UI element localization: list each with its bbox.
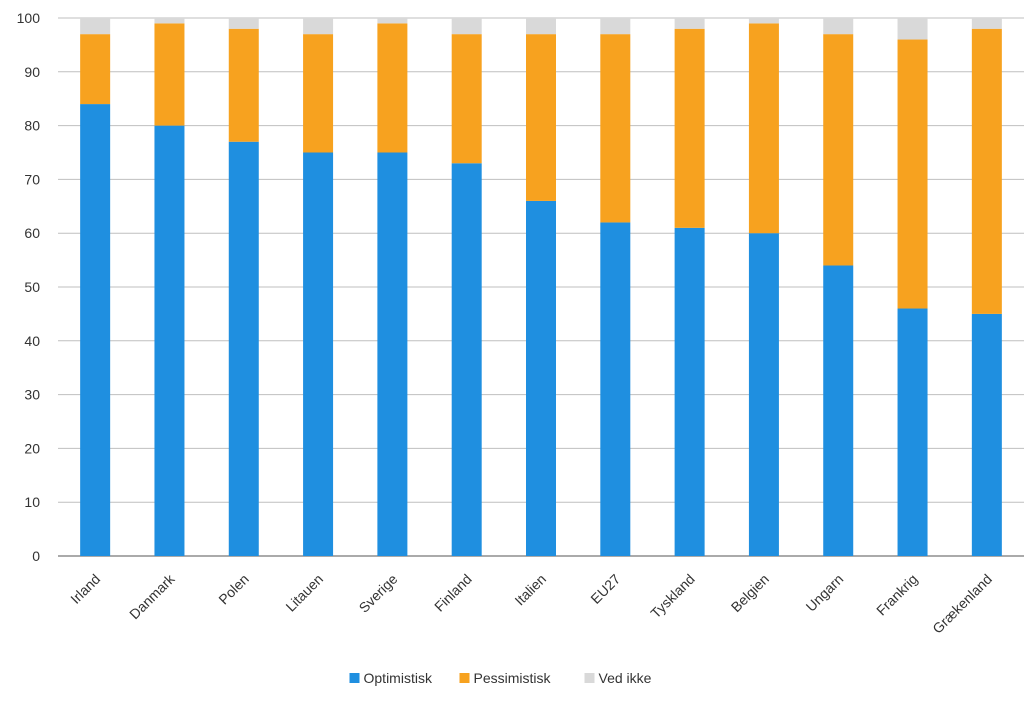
- bar-segment: [451, 163, 482, 556]
- bar-segment: [748, 23, 779, 234]
- bar-segment: [303, 152, 334, 556]
- y-tick-label: 10: [24, 494, 40, 510]
- legend: Optimistisk Pessimistisk Ved ikke: [349, 670, 652, 686]
- bar-segment: [748, 18, 779, 24]
- bar-segment: [154, 23, 185, 126]
- y-tick-label: 100: [17, 10, 41, 26]
- x-category-label: Irland: [67, 571, 103, 607]
- y-tick-label: 0: [32, 548, 40, 564]
- bar-segment: [80, 34, 111, 105]
- bar-segment: [600, 222, 631, 556]
- y-tick-label: 70: [24, 171, 40, 187]
- legend-label: Optimistisk: [364, 670, 433, 686]
- bar-segment: [600, 34, 631, 223]
- bar-segment: [823, 34, 854, 266]
- y-axis: 0 10 20 30 40 50 60 70 80 90 100: [17, 10, 41, 564]
- bar-segment: [154, 125, 185, 556]
- bar-segment: [526, 18, 556, 35]
- bar-segment: [451, 34, 482, 164]
- y-tick-label: 50: [24, 279, 40, 295]
- x-category-label: Polen: [215, 571, 252, 608]
- y-tick-label: 20: [24, 440, 40, 456]
- bar-segment: [897, 39, 928, 309]
- x-category-label: Tyskland: [647, 571, 697, 621]
- legend-label: Pessimistisk: [474, 670, 552, 686]
- y-tick-label: 90: [24, 64, 40, 80]
- legend-swatch: [584, 673, 595, 683]
- x-category-label: Italien: [511, 571, 549, 609]
- bar-segment: [451, 18, 482, 35]
- y-tick-label: 60: [24, 225, 40, 241]
- x-category-label: Ungarn: [803, 571, 847, 615]
- bar-segment: [971, 18, 1002, 29]
- bar-segment: [674, 18, 705, 29]
- bar-segment: [228, 28, 259, 142]
- bar-segment: [971, 28, 1002, 314]
- bar-segment: [674, 28, 705, 228]
- bar-segment: [228, 141, 259, 557]
- bar-segment: [80, 104, 111, 556]
- x-category-label: Frankrig: [873, 571, 921, 619]
- bar-segment: [823, 18, 854, 35]
- x-category-label: Litauen: [282, 571, 326, 615]
- bar-segment: [526, 200, 556, 557]
- bars: [80, 18, 1002, 557]
- x-category-label: Danmark: [126, 570, 178, 622]
- bar-segment: [823, 265, 854, 556]
- bar-segment: [897, 308, 928, 556]
- bar-segment: [154, 18, 185, 24]
- bar-segment: [674, 227, 705, 556]
- legend-label: Ved ikke: [599, 670, 652, 686]
- bar-segment: [526, 34, 556, 201]
- bar-segment: [897, 18, 928, 40]
- bar-segment: [971, 313, 1002, 556]
- bar-segment: [377, 23, 408, 153]
- x-category-label: Finland: [431, 571, 475, 615]
- bar-segment: [303, 18, 334, 35]
- x-category-label: Grækenland: [929, 571, 995, 637]
- bar-segment: [303, 34, 334, 153]
- x-axis: Irland Danmark Polen Litauen Sverige Finland I…: [67, 570, 995, 636]
- legend-swatch: [459, 673, 470, 683]
- x-category-label: Belgien: [728, 571, 772, 615]
- x-category-label: Sverige: [356, 571, 401, 616]
- y-tick-label: 30: [24, 387, 40, 403]
- y-tick-label: 40: [24, 333, 40, 349]
- bar-segment: [80, 18, 111, 35]
- bar-segment: [377, 152, 408, 556]
- y-tick-label: 80: [24, 118, 40, 134]
- bar-segment: [600, 18, 631, 35]
- legend-swatch: [349, 673, 360, 683]
- bar-segment: [228, 18, 259, 29]
- bar-segment: [377, 18, 408, 24]
- bar-segment: [748, 233, 779, 556]
- x-category-label: EU27: [587, 571, 623, 607]
